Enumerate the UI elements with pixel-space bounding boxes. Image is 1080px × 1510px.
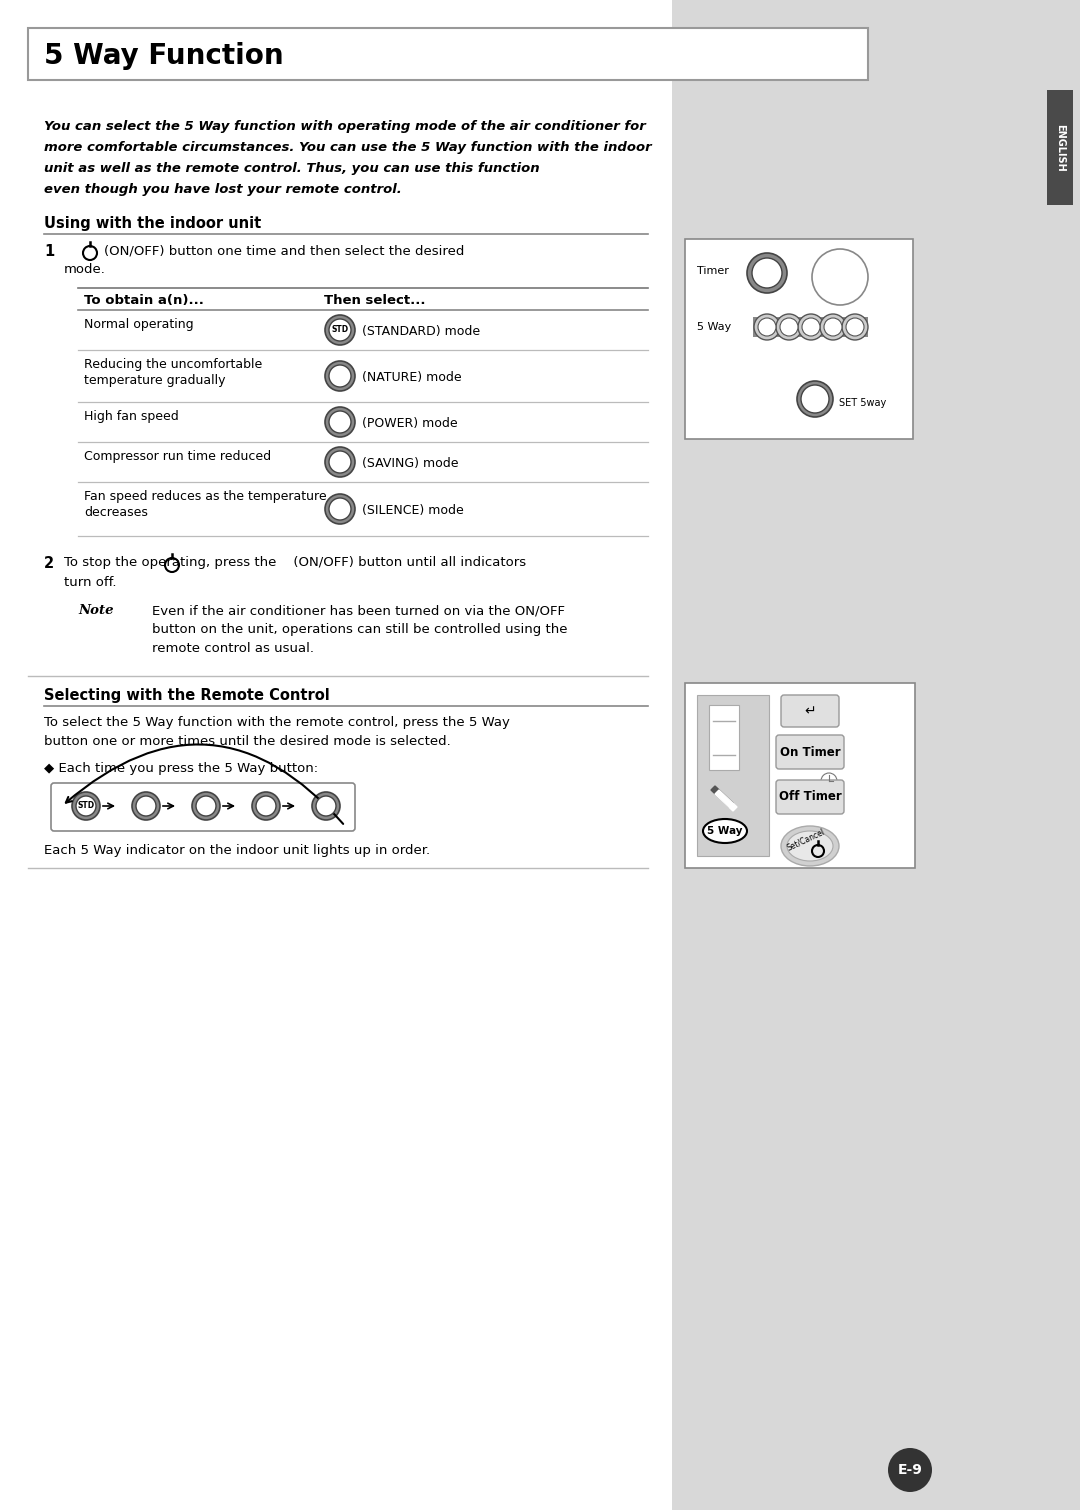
Text: unit as well as the remote control. Thus, you can use this function: unit as well as the remote control. Thus…	[44, 162, 540, 175]
Circle shape	[797, 381, 833, 417]
Text: 5 Way: 5 Way	[707, 826, 743, 837]
Text: To stop the operating, press the    (ON/OFF) button until all indicators: To stop the operating, press the (ON/OFF…	[64, 556, 526, 569]
Text: STD: STD	[78, 802, 95, 811]
FancyBboxPatch shape	[777, 735, 843, 769]
Circle shape	[747, 254, 787, 293]
Text: Set/Cancel: Set/Cancel	[785, 827, 826, 853]
Bar	[685, 239, 913, 439]
Circle shape	[798, 314, 824, 340]
Circle shape	[758, 319, 777, 337]
Bar	[697, 695, 769, 856]
Text: Reducing the uncomfortable: Reducing the uncomfortable	[84, 358, 262, 371]
FancyBboxPatch shape	[51, 784, 355, 831]
Text: STD: STD	[332, 326, 349, 335]
Circle shape	[780, 319, 798, 337]
Circle shape	[846, 319, 864, 337]
Circle shape	[801, 385, 829, 414]
Text: 5 Way: 5 Way	[697, 322, 731, 332]
Ellipse shape	[703, 818, 747, 843]
Text: High fan speed: High fan speed	[84, 411, 179, 423]
Text: (POWER) mode: (POWER) mode	[362, 417, 458, 430]
Text: (SAVING) mode: (SAVING) mode	[362, 458, 459, 470]
Text: Fan speed reduces as the temperature: Fan speed reduces as the temperature	[84, 491, 326, 503]
Bar	[685, 683, 915, 868]
Circle shape	[820, 314, 846, 340]
Text: ◆ Each time you press the 5 Way button:: ◆ Each time you press the 5 Way button:	[44, 763, 319, 775]
Text: Compressor run time reduced: Compressor run time reduced	[84, 450, 271, 464]
Circle shape	[329, 365, 351, 387]
Text: decreases: decreases	[84, 506, 148, 519]
Text: (NATURE) mode: (NATURE) mode	[362, 371, 461, 384]
Bar	[672, 0, 1080, 1510]
Text: E-9: E-9	[897, 1463, 922, 1477]
Text: temperature gradually: temperature gradually	[84, 374, 226, 387]
Circle shape	[192, 793, 220, 820]
Circle shape	[329, 319, 351, 341]
Circle shape	[329, 498, 351, 519]
Circle shape	[316, 796, 336, 815]
Circle shape	[325, 408, 355, 436]
Text: SET 5way: SET 5way	[839, 399, 887, 408]
Circle shape	[325, 494, 355, 524]
Text: mode.: mode.	[64, 263, 106, 276]
Text: Then select...: Then select...	[324, 294, 426, 307]
Ellipse shape	[781, 826, 839, 867]
Circle shape	[252, 793, 280, 820]
Text: ENGLISH: ENGLISH	[1055, 124, 1065, 172]
Text: (SILENCE) mode: (SILENCE) mode	[362, 504, 463, 516]
Circle shape	[888, 1448, 932, 1492]
Text: Using with the indoor unit: Using with the indoor unit	[44, 216, 261, 231]
Text: 2: 2	[44, 556, 54, 571]
Text: To select the 5 Way function with the remote control, press the 5 Way: To select the 5 Way function with the re…	[44, 716, 510, 729]
Circle shape	[72, 793, 100, 820]
Ellipse shape	[787, 831, 833, 861]
Text: ↵: ↵	[805, 704, 815, 717]
Text: Each 5 Way indicator on the indoor unit lights up in order.: Each 5 Way indicator on the indoor unit …	[44, 844, 430, 858]
Text: You can select the 5 Way function with operating mode of the air conditioner for: You can select the 5 Way function with o…	[44, 119, 646, 133]
Circle shape	[754, 314, 780, 340]
Bar	[1047, 91, 1074, 205]
Text: button one or more times until the desired mode is selected.: button one or more times until the desir…	[44, 735, 450, 747]
Circle shape	[132, 793, 160, 820]
Bar	[708, 705, 739, 770]
Text: Off Timer: Off Timer	[779, 791, 841, 803]
Text: 5 Way Function: 5 Way Function	[44, 42, 284, 69]
Text: turn off.: turn off.	[64, 575, 117, 589]
Text: (ON/OFF) button one time and then select the desired: (ON/OFF) button one time and then select…	[104, 245, 464, 257]
Bar	[753, 317, 868, 337]
Bar	[28, 29, 868, 80]
Circle shape	[752, 258, 782, 288]
Text: even though you have lost your remote control.: even though you have lost your remote co…	[44, 183, 402, 196]
FancyBboxPatch shape	[781, 695, 839, 726]
Text: Normal operating: Normal operating	[84, 319, 193, 331]
Polygon shape	[711, 787, 733, 806]
Circle shape	[325, 447, 355, 477]
Circle shape	[824, 319, 842, 337]
Circle shape	[325, 316, 355, 344]
Text: On Timer: On Timer	[780, 746, 840, 758]
Text: Even if the air conditioner has been turned on via the ON/OFF: Even if the air conditioner has been tur…	[152, 604, 565, 618]
Circle shape	[777, 314, 802, 340]
Text: To obtain a(n)...: To obtain a(n)...	[84, 294, 204, 307]
Text: Note: Note	[78, 604, 113, 618]
Circle shape	[842, 314, 868, 340]
Polygon shape	[715, 790, 737, 811]
Circle shape	[325, 361, 355, 391]
Circle shape	[802, 319, 820, 337]
FancyBboxPatch shape	[777, 781, 843, 814]
Circle shape	[76, 796, 96, 815]
Circle shape	[195, 796, 216, 815]
Text: more comfortable circumstances. You can use the 5 Way function with the indoor: more comfortable circumstances. You can …	[44, 140, 651, 154]
Text: Timer: Timer	[697, 266, 729, 276]
Circle shape	[329, 411, 351, 433]
Text: remote control as usual.: remote control as usual.	[152, 642, 314, 655]
Circle shape	[329, 451, 351, 473]
Circle shape	[312, 793, 340, 820]
Text: 1: 1	[44, 245, 54, 260]
Text: button on the unit, operations can still be controlled using the: button on the unit, operations can still…	[152, 624, 567, 636]
Text: Selecting with the Remote Control: Selecting with the Remote Control	[44, 689, 329, 704]
Circle shape	[136, 796, 156, 815]
Circle shape	[256, 796, 276, 815]
Text: (STANDARD) mode: (STANDARD) mode	[362, 325, 481, 338]
